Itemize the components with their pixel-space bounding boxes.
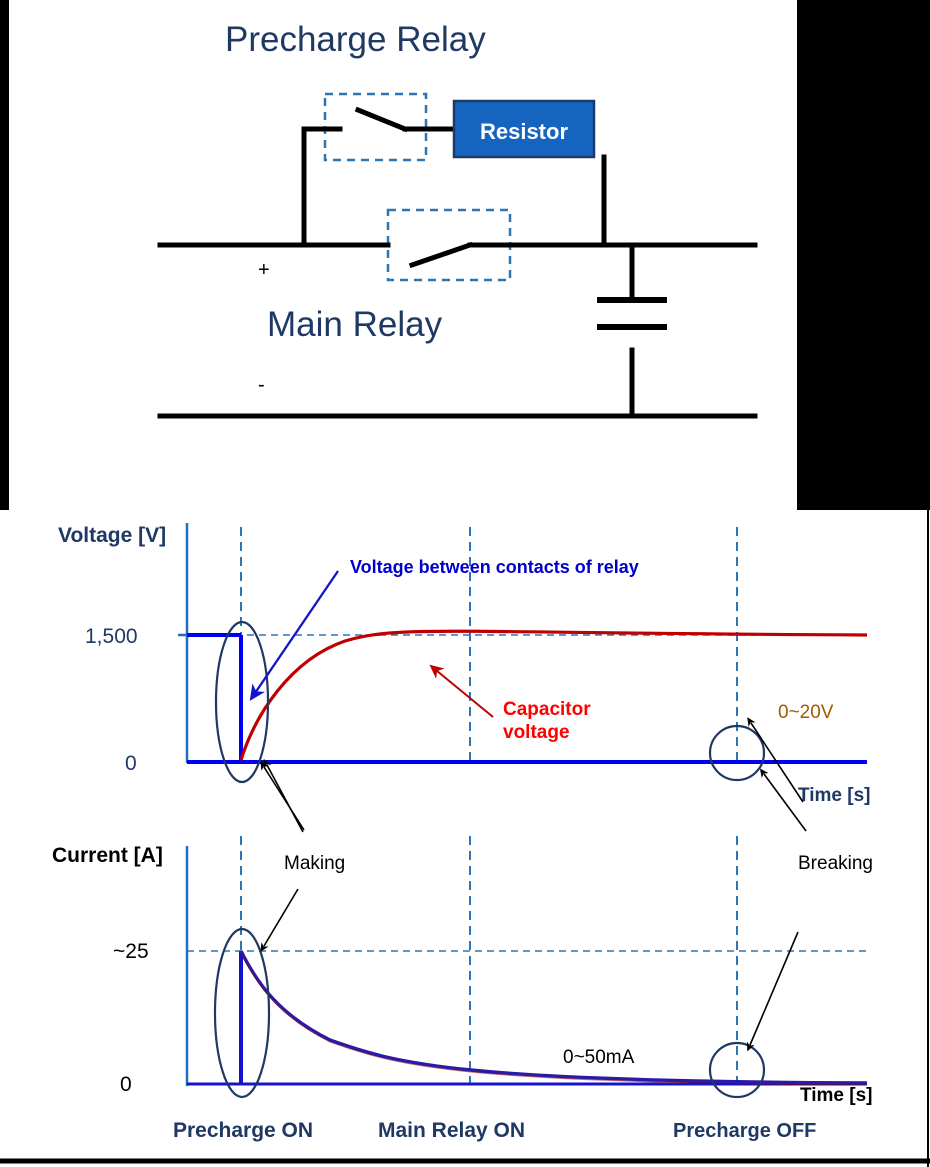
svg-text:Precharge OFF: Precharge OFF <box>673 1120 816 1142</box>
svg-text:0: 0 <box>120 1073 132 1096</box>
svg-text:Precharge ON: Precharge ON <box>173 1119 313 1142</box>
svg-text:Voltage [V]: Voltage [V] <box>58 524 166 547</box>
svg-text:-: - <box>258 374 265 396</box>
svg-text:Main Relay ON: Main Relay ON <box>378 1119 525 1142</box>
svg-text:Voltage between contacts of re: Voltage between contacts of relay <box>350 557 639 577</box>
svg-text:Resistor: Resistor <box>480 119 568 144</box>
svg-text:0: 0 <box>125 752 137 775</box>
svg-text:Breaking: Breaking <box>798 853 873 874</box>
svg-text:1,500: 1,500 <box>85 625 138 648</box>
svg-text:Time [s]: Time [s] <box>798 785 871 806</box>
svg-text:Time [s]: Time [s] <box>800 1085 873 1106</box>
svg-text:voltage: voltage <box>503 722 570 743</box>
svg-text:Capacitor: Capacitor <box>503 699 591 720</box>
svg-text:~25: ~25 <box>113 940 149 963</box>
svg-text:Making: Making <box>284 853 345 874</box>
svg-text:+: + <box>258 259 270 281</box>
svg-text:Main Relay: Main Relay <box>267 305 443 344</box>
svg-text:Precharge Relay: Precharge Relay <box>225 20 486 59</box>
svg-text:0~20V: 0~20V <box>778 702 834 723</box>
svg-text:0~50mA: 0~50mA <box>563 1047 635 1068</box>
svg-text:Current [A]: Current [A] <box>52 844 163 867</box>
